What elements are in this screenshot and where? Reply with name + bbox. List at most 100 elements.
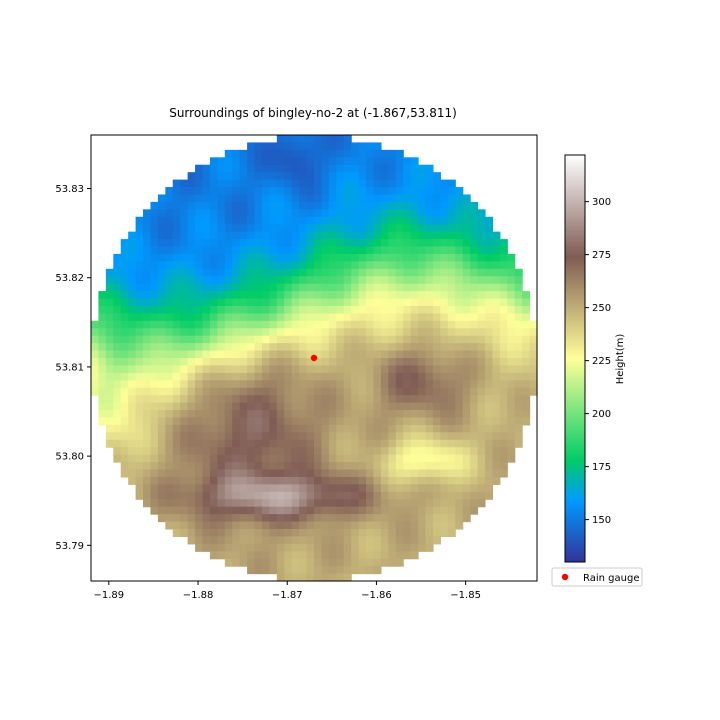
heightmap-cell xyxy=(477,447,486,456)
heightmap-cell xyxy=(299,135,308,144)
heightmap-cell xyxy=(336,246,345,255)
heightmap-cell xyxy=(209,432,218,441)
heightmap-cell xyxy=(284,246,293,255)
heightmap-cell xyxy=(172,439,181,448)
heightmap-cell xyxy=(232,194,241,203)
heightmap-cell xyxy=(403,387,412,396)
heightmap-cell xyxy=(403,365,412,374)
heightmap-cell xyxy=(403,157,412,166)
heightmap-cell xyxy=(328,528,337,537)
heightmap-cell xyxy=(261,239,270,248)
heightmap-cell xyxy=(165,187,174,196)
heightmap-cell xyxy=(202,499,211,508)
heightmap-cell xyxy=(477,298,486,307)
heightmap-cell xyxy=(217,305,226,314)
heightmap-cell xyxy=(180,283,189,292)
heightmap-cell xyxy=(254,521,263,530)
heightmap-cell xyxy=(366,142,375,151)
heightmap-cell xyxy=(180,462,189,471)
heightmap-cell xyxy=(358,499,367,508)
heightmap-cell xyxy=(358,320,367,329)
heightmap-cell xyxy=(455,209,464,218)
heightmap-cell xyxy=(484,380,493,389)
heightmap-cell xyxy=(440,328,449,337)
heightmap-cell xyxy=(321,283,330,292)
heightmap-cell xyxy=(254,447,263,456)
heightmap-cell xyxy=(232,276,241,285)
heightmap-cell xyxy=(276,149,285,158)
heightmap-cell xyxy=(232,328,241,337)
heightmap-cell xyxy=(232,335,241,344)
heightmap-cell xyxy=(395,558,404,567)
heightmap-cell xyxy=(388,476,397,485)
heightmap-cell xyxy=(180,365,189,374)
heightmap-cell xyxy=(455,239,464,248)
heightmap-cell xyxy=(284,462,293,471)
heightmap-cell xyxy=(440,432,449,441)
heightmap-cell xyxy=(358,231,367,240)
heightmap-cell xyxy=(499,380,508,389)
heightmap-cell xyxy=(425,358,434,367)
heightmap-cell xyxy=(425,528,434,537)
heightmap-cell xyxy=(195,246,204,255)
heightmap-cell xyxy=(373,402,382,411)
heightmap-cell xyxy=(328,551,337,560)
heightmap-cell xyxy=(455,506,464,515)
y-tick-label: 53.82 xyxy=(55,273,84,284)
heightmap-cell xyxy=(276,447,285,456)
heightmap-cell xyxy=(299,320,308,329)
heightmap-cell xyxy=(455,462,464,471)
heightmap-cell xyxy=(336,320,345,329)
heightmap-cell xyxy=(165,469,174,478)
heightmap-cell xyxy=(247,499,256,508)
heightmap-cell xyxy=(299,432,308,441)
legend-label: Rain gauge xyxy=(583,573,639,584)
heightmap-cell xyxy=(172,476,181,485)
heightmap-cell xyxy=(529,365,538,374)
heightmap-cell xyxy=(388,387,397,396)
heightmap-cell xyxy=(507,328,516,337)
heightmap-cell xyxy=(388,164,397,173)
heightmap-cell xyxy=(232,551,241,560)
heightmap-cell xyxy=(351,187,360,196)
heightmap-cell xyxy=(291,372,300,381)
heightmap-cell xyxy=(492,239,501,248)
heightmap-cell xyxy=(358,447,367,456)
heightmap-cell xyxy=(321,484,330,493)
heightmap-cell xyxy=(299,276,308,285)
heightmap-cell xyxy=(165,410,174,419)
heightmap-cell xyxy=(269,298,278,307)
heightmap-cell xyxy=(343,528,352,537)
heightmap-cell xyxy=(432,484,441,493)
heightmap-cell xyxy=(284,573,293,582)
heightmap-cell xyxy=(261,201,270,210)
heightmap-cell xyxy=(276,298,285,307)
heightmap-cell xyxy=(172,179,181,188)
heightmap-cell xyxy=(321,157,330,166)
heightmap-cell xyxy=(492,402,501,411)
heightmap-cell xyxy=(261,261,270,270)
heightmap-cell xyxy=(314,298,323,307)
heightmap-cell xyxy=(172,298,181,307)
heightmap-cell xyxy=(284,439,293,448)
heightmap-cell xyxy=(254,454,263,463)
heightmap-cell xyxy=(105,328,114,337)
heightmap-cell xyxy=(128,350,137,359)
heightmap-cell xyxy=(380,201,389,210)
heightmap-cell xyxy=(477,291,486,300)
heightmap-cell xyxy=(209,372,218,381)
heightmap-cell xyxy=(388,187,397,196)
x-axis: −1.89 −1.88 −1.87 −1.86 −1.85 xyxy=(94,581,481,601)
heightmap-cell xyxy=(373,528,382,537)
heightmap-cell xyxy=(105,350,114,359)
heightmap-cell xyxy=(217,447,226,456)
heightmap-cell xyxy=(395,246,404,255)
heightmap-cell xyxy=(328,224,337,233)
heightmap-cell xyxy=(135,395,144,404)
heightmap-cell xyxy=(328,365,337,374)
heightmap-cell xyxy=(306,335,315,344)
heightmap-cell xyxy=(135,231,144,240)
heightmap-cell xyxy=(484,350,493,359)
heightmap-cell xyxy=(284,239,293,248)
heightmap-cell xyxy=(477,320,486,329)
